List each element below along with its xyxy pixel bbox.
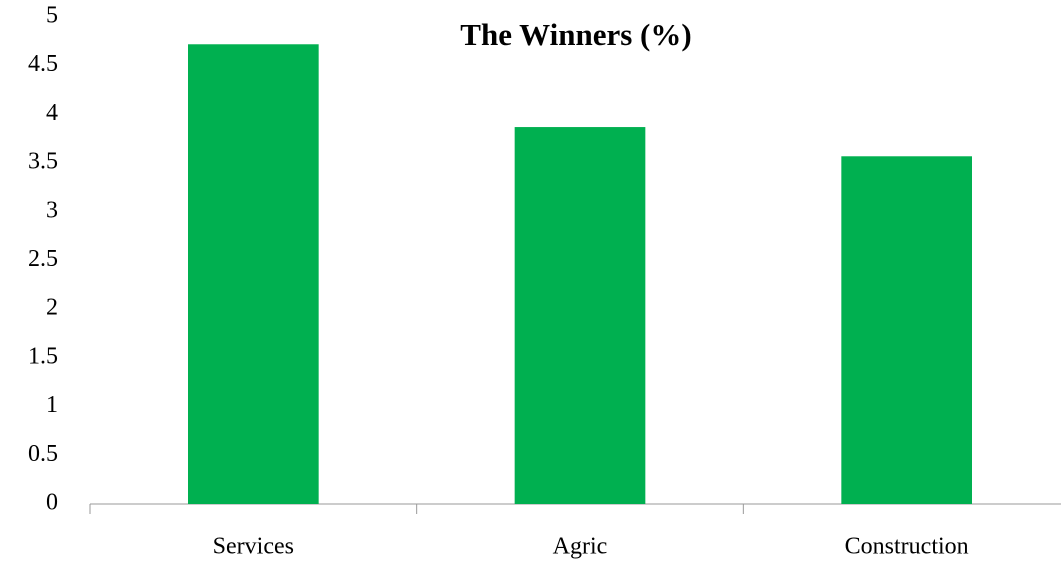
x-tick-label: Agric	[553, 534, 608, 560]
y-tick-label: 0.5	[28, 441, 58, 467]
bar	[841, 156, 972, 505]
y-tick-label: 3.5	[28, 149, 58, 175]
chart-title: The Winners (%)	[460, 17, 691, 52]
y-tick-label: 1	[46, 392, 58, 418]
x-tick-label: Services	[213, 534, 294, 560]
y-tick-label: 5	[46, 3, 58, 29]
y-tick-label: 1.5	[28, 343, 58, 369]
y-tick-label: 0	[46, 490, 58, 516]
y-tick-label: 4.5	[28, 51, 58, 77]
y-tick-label: 2.5	[28, 246, 58, 272]
y-tick-label: 2	[46, 295, 58, 321]
bar	[188, 44, 319, 504]
bar	[514, 127, 646, 504]
x-tick-label: Construction	[845, 534, 969, 560]
y-tick-label: 3	[46, 197, 58, 223]
y-tick-label: 4	[46, 100, 58, 126]
